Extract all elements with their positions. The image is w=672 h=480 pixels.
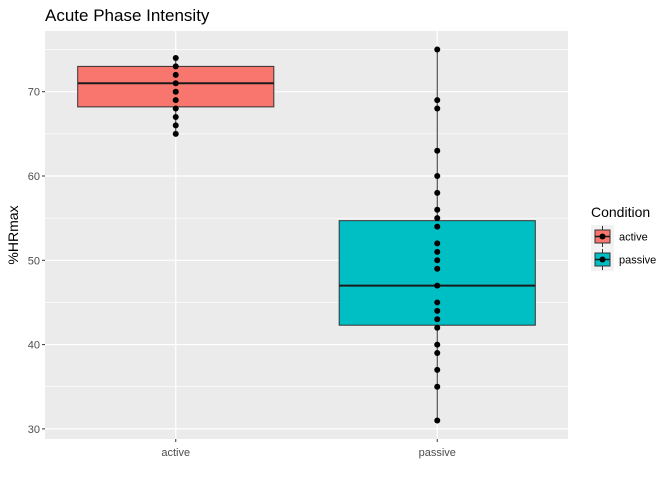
data-point [434, 341, 441, 348]
data-point [172, 113, 179, 120]
data-point [434, 316, 441, 323]
grid-lines [45, 31, 568, 439]
data-point [434, 240, 441, 247]
legend-label-active: active [619, 232, 648, 244]
data-point [434, 299, 441, 306]
data-point [172, 63, 179, 70]
data-point [434, 46, 441, 53]
axes: 30 40 50 60 70 active passive [28, 87, 456, 459]
y-tick-label: 40 [28, 340, 40, 352]
x-tick-label: passive [419, 447, 456, 459]
data-point [434, 248, 441, 255]
data-point [434, 97, 441, 104]
data-point [434, 324, 441, 331]
data-point [434, 282, 441, 289]
data-point [172, 130, 179, 137]
data-point [434, 189, 441, 196]
data-point [434, 147, 441, 154]
y-tick-label: 30 [28, 424, 40, 436]
data-point [172, 88, 179, 95]
legend-key-point [599, 256, 606, 263]
box-passive [338, 220, 536, 326]
legend-title: Condition [591, 204, 650, 220]
data-point [172, 122, 179, 129]
data-point [434, 265, 441, 272]
y-axis-label: %HRmax [5, 205, 21, 264]
data-point [172, 80, 179, 87]
data-point [434, 366, 441, 373]
data-point [434, 172, 441, 179]
x-tick-label: active [161, 447, 190, 459]
legend-key-point [599, 233, 606, 240]
data-point [172, 71, 179, 78]
data-point [434, 206, 441, 213]
data-point [172, 97, 179, 104]
data-point [434, 307, 441, 314]
y-tick-label: 60 [28, 171, 40, 183]
chart-title: Acute Phase Intensity [45, 6, 210, 25]
data-point [434, 105, 441, 112]
legend: Condition active passive [591, 204, 656, 271]
data-point [434, 223, 441, 230]
data-point [172, 105, 179, 112]
y-tick-label: 70 [28, 87, 40, 99]
legend-label-passive: passive [619, 255, 656, 267]
y-tick-label: 50 [28, 255, 40, 267]
data-point [434, 257, 441, 264]
data-point [434, 417, 441, 424]
data-points [172, 46, 441, 424]
data-point [434, 350, 441, 357]
data-point [434, 383, 441, 390]
data-point [172, 54, 179, 61]
data-point [434, 215, 441, 222]
